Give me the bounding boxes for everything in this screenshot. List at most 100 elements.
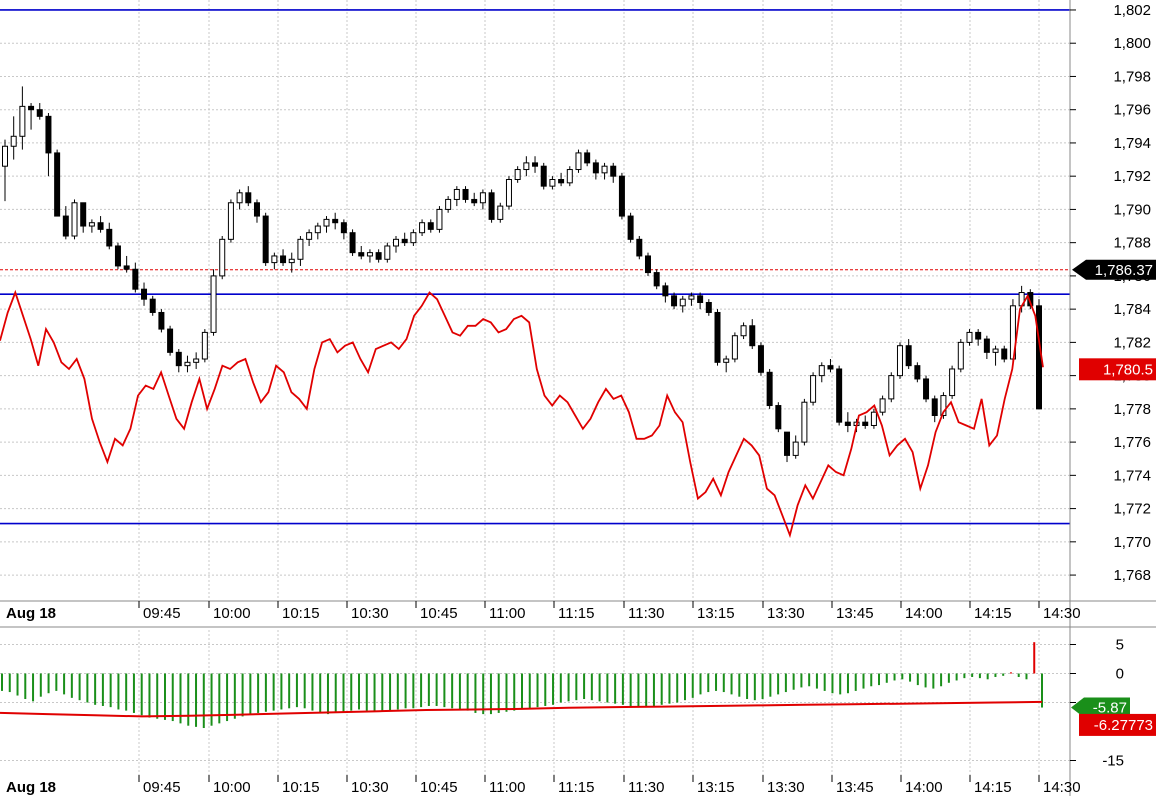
candle-body [896, 345, 903, 377]
candle-body [488, 192, 495, 220]
candle-body [19, 105, 26, 137]
price-panel[interactable] [0, 0, 1070, 600]
candle-body [123, 265, 130, 270]
candle-body [62, 215, 69, 237]
candle-body [775, 405, 782, 430]
date-label: Aug 18 [6, 779, 56, 796]
x-tick-label: 11:15 [558, 779, 594, 796]
candle-body [566, 169, 573, 184]
candle-body [914, 365, 921, 380]
candle-body [71, 202, 78, 237]
candle-body [288, 258, 295, 264]
y-tick-label: 1,794 [1113, 135, 1151, 152]
candle-body [1027, 292, 1034, 307]
candle-body [923, 378, 930, 400]
candle-body [662, 285, 669, 297]
candle-body [627, 215, 634, 240]
candle-body [688, 295, 695, 300]
x-tick-label: 13:30 [767, 605, 805, 622]
y-tick-label: 1,788 [1113, 235, 1151, 252]
candle-body [827, 365, 834, 370]
x-tick-label: 10:45 [420, 779, 458, 796]
candle-body [236, 192, 243, 204]
x-tick-label: 14:30 [1043, 605, 1081, 622]
date-label: Aug 18 [6, 605, 56, 622]
candle-body [749, 325, 756, 347]
candle-body [349, 232, 356, 254]
candle-body [497, 205, 504, 220]
candle-body [271, 255, 278, 264]
candle-body [532, 162, 539, 167]
histogram-value-label: -5.87 [1093, 700, 1127, 717]
y-tick-label: 1,796 [1113, 102, 1151, 119]
candle-body [358, 252, 365, 257]
candle-body [523, 162, 530, 171]
candle-body [297, 238, 304, 260]
histogram-value-tag [1071, 697, 1130, 718]
candle-body [610, 165, 617, 177]
candle-body [957, 341, 964, 370]
oscillator-panel[interactable] [0, 630, 1070, 775]
candle-body [836, 368, 843, 423]
x-tick-label: 13:15 [697, 779, 735, 796]
candle-body [175, 351, 182, 367]
candle-body [141, 288, 148, 300]
candle-body [401, 238, 408, 244]
x-tick-label: 14:15 [974, 605, 1012, 622]
x-tick-label: 13:45 [836, 605, 874, 622]
y-tick-label: -15 [1102, 753, 1124, 770]
overlay-value-label: 1,780.5 [1103, 361, 1153, 378]
y-tick-label: 1,800 [1113, 35, 1151, 52]
candle-body [514, 169, 521, 181]
candle-body [697, 295, 704, 303]
y-tick-label: 0 [1116, 666, 1124, 683]
candle-body [132, 268, 139, 290]
candle-body [618, 175, 625, 217]
candle-body [10, 135, 17, 147]
y-tick-label: 1,802 [1113, 2, 1151, 19]
candle-body [592, 162, 599, 174]
y-tick-label: 1,784 [1113, 301, 1151, 318]
candle-body [384, 245, 391, 260]
y-tick-label: 1,798 [1113, 68, 1151, 85]
candle-body [714, 311, 721, 363]
x-tick-label: 14:30 [1043, 779, 1081, 796]
x-tick-label: 14:00 [905, 779, 943, 796]
x-tick-label: 11:00 [489, 605, 525, 622]
candle-body [992, 348, 999, 353]
candle-body [366, 252, 373, 257]
candle-body [584, 152, 591, 164]
y-tick-label: 1,790 [1113, 201, 1151, 218]
candle-body [219, 238, 226, 277]
x-tick-label: 11:30 [628, 779, 664, 796]
candle-body [479, 192, 486, 204]
y-tick-label: 1,776 [1113, 434, 1151, 451]
last-price-tag [1072, 259, 1156, 280]
candle-body [227, 202, 234, 240]
candle-body [975, 331, 982, 340]
overlay-line [0, 289, 1044, 539]
signal-value-label: -6.27773 [1094, 717, 1153, 734]
candle-body [810, 375, 817, 403]
x-tick-label: 11:15 [558, 605, 594, 622]
candle-body [870, 411, 877, 426]
x-tick-label: 11:30 [628, 605, 664, 622]
signal-line [0, 700, 1043, 718]
candle-body [540, 165, 547, 187]
candle-body [757, 345, 764, 373]
candle-body [766, 371, 773, 407]
x-tick-label: 14:00 [905, 605, 943, 622]
candle-body [462, 188, 469, 200]
candle-body [705, 301, 712, 313]
candle-body [931, 398, 938, 417]
candle-body [158, 311, 165, 330]
candle-body [471, 198, 478, 204]
x-tick-label: 10:00 [213, 779, 251, 796]
candle-body [801, 401, 808, 443]
x-tick-label: 11:00 [489, 779, 525, 796]
candle-body [792, 441, 799, 456]
overlay-value-tag [1079, 358, 1156, 381]
candle-body [905, 345, 912, 367]
x-tick-label: 13:45 [836, 779, 874, 796]
